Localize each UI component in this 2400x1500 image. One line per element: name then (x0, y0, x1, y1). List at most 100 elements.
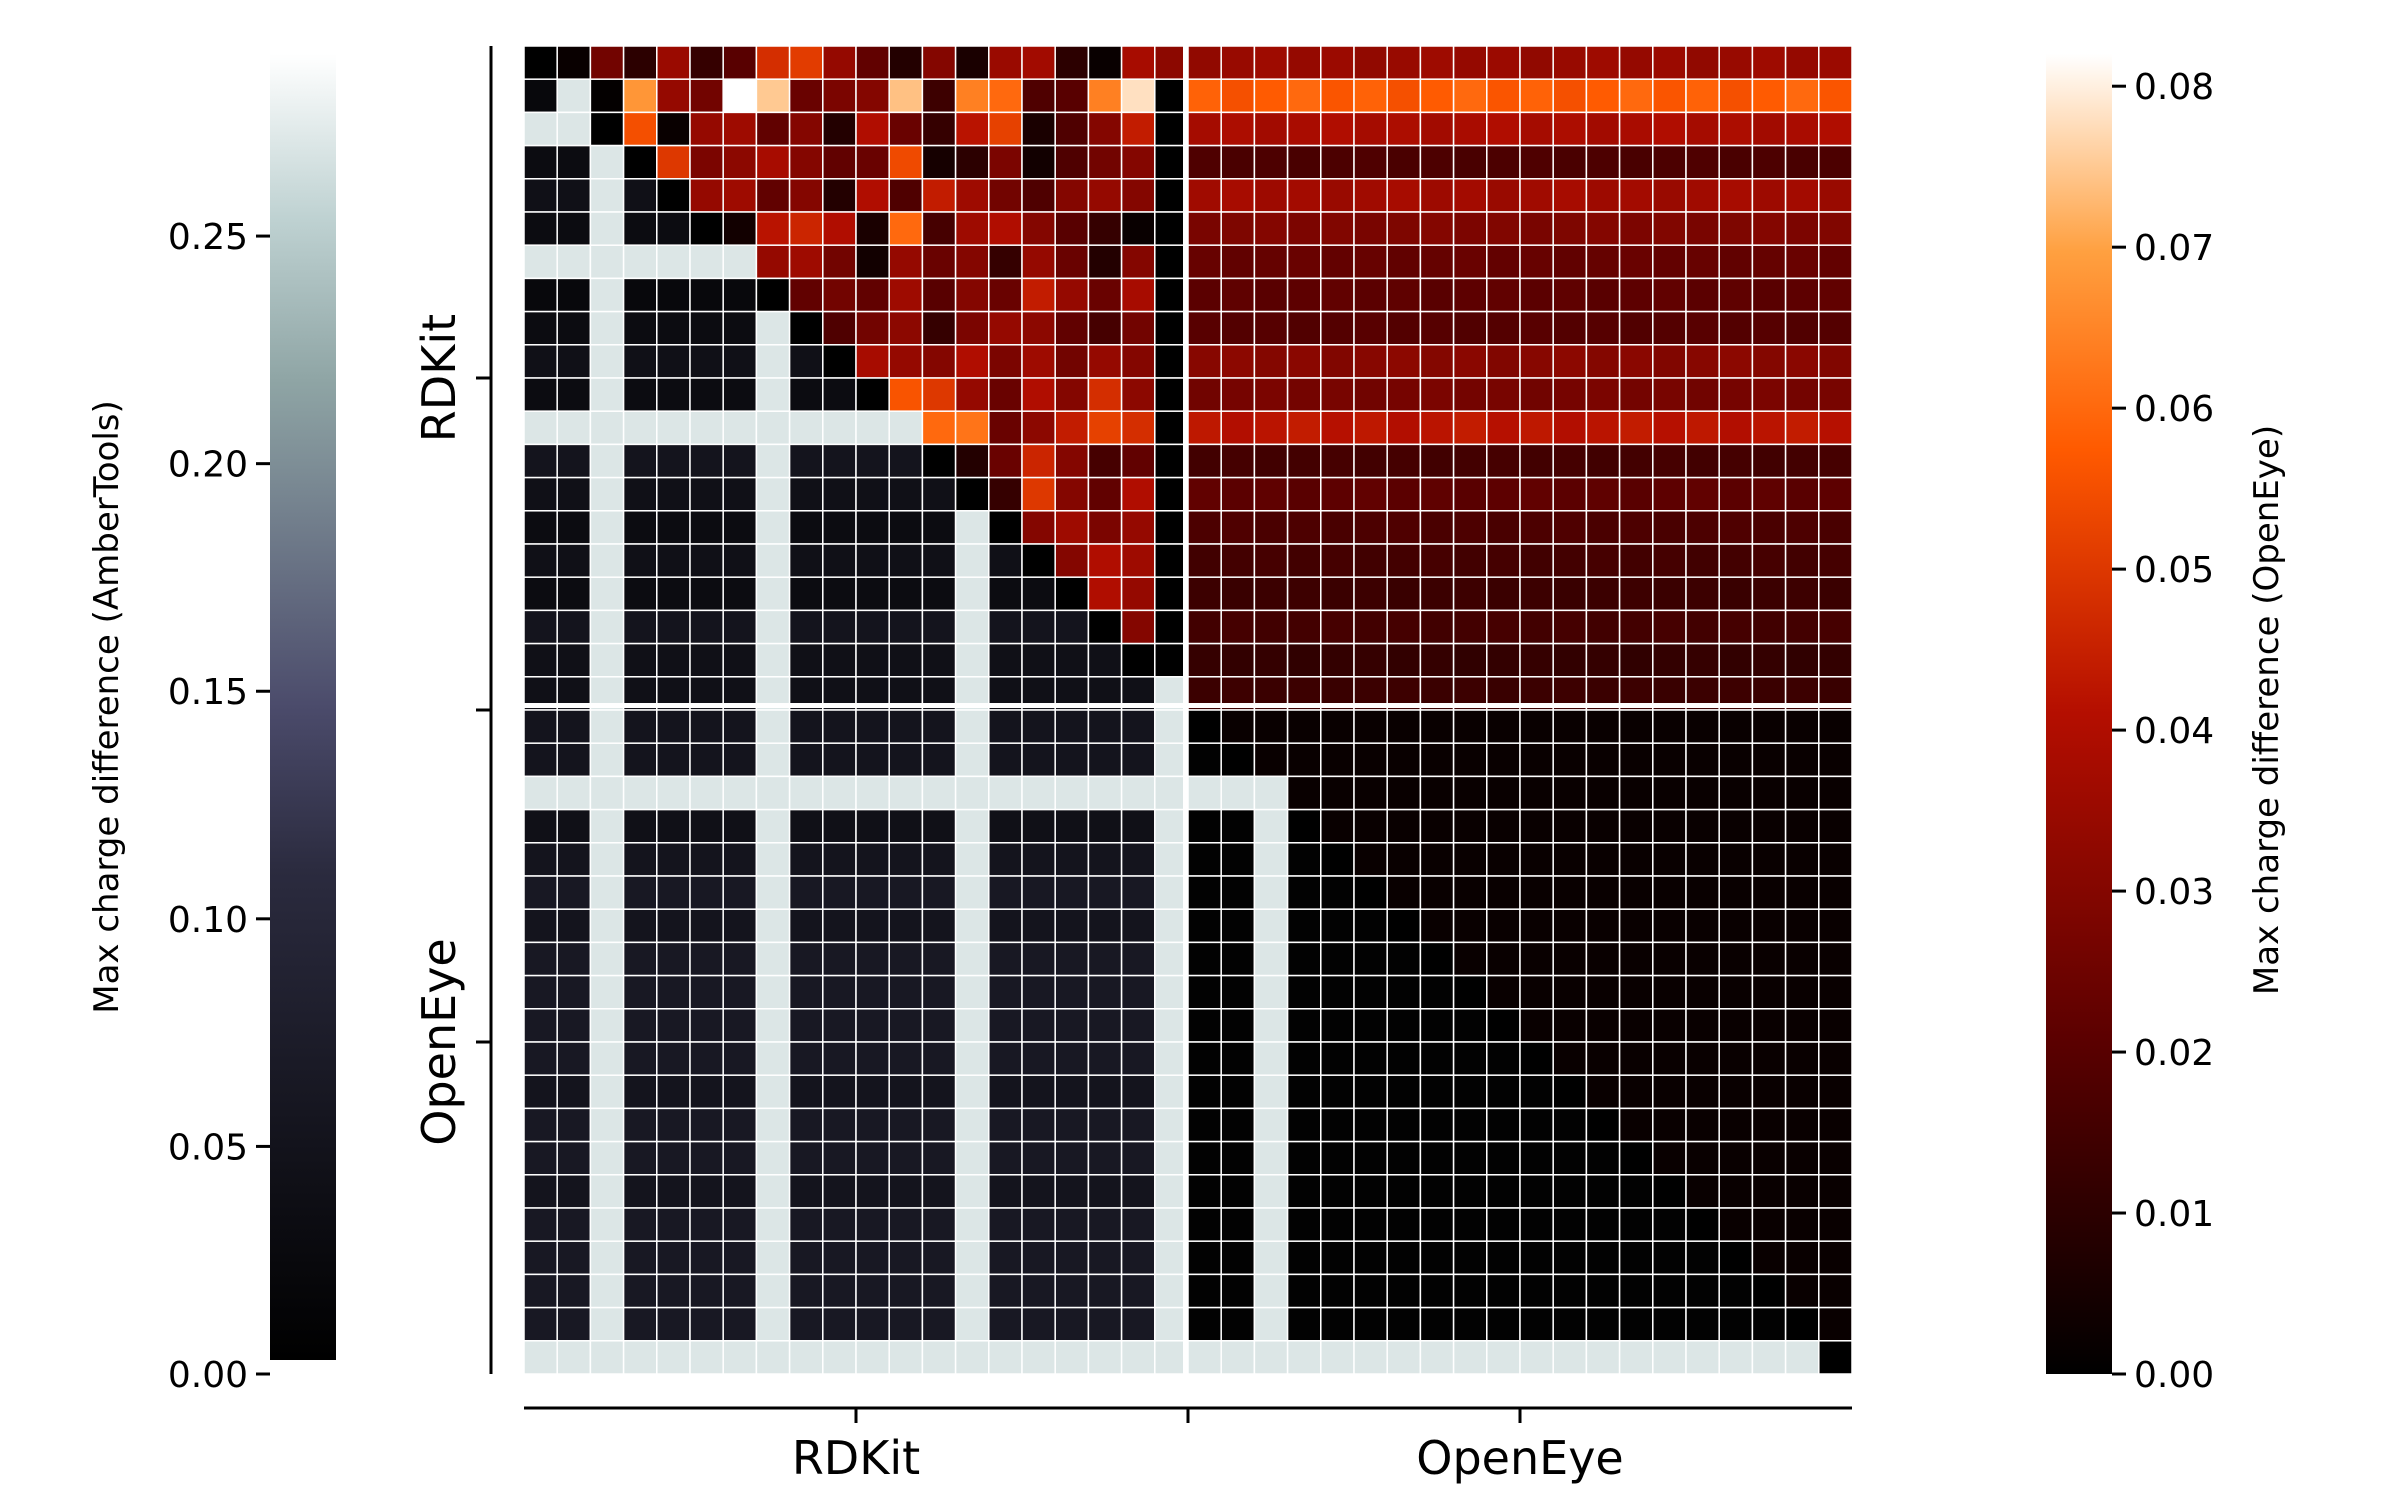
heatmap-cell (523, 1240, 558, 1276)
heatmap-cell (954, 808, 990, 844)
heatmap-cell (1452, 941, 1488, 977)
heatmap-cell (1220, 144, 1256, 180)
heatmap-cell (523, 642, 558, 678)
heatmap-cell (1419, 45, 1455, 80)
heatmap-cell (556, 642, 592, 678)
heatmap-cell (1652, 742, 1687, 778)
heatmap-cell (1220, 277, 1256, 313)
heatmap-cell (523, 543, 558, 578)
heatmap-cell (1286, 775, 1322, 811)
heatmap-cell (689, 875, 724, 910)
heatmap-cell (1784, 642, 1820, 678)
heatmap-cell (1519, 875, 1554, 910)
heatmap-cell (1585, 211, 1621, 246)
heatmap-cell (755, 1306, 791, 1342)
heatmap-cell (988, 1240, 1023, 1276)
heatmap-cell (1021, 1174, 1056, 1209)
heatmap-cell (1120, 476, 1156, 512)
heatmap-cell (1585, 344, 1621, 379)
heatmap-cell (1154, 1340, 1189, 1375)
heatmap-cell (788, 111, 824, 147)
heatmap-cell (1585, 111, 1621, 147)
heatmap-cell (1120, 443, 1156, 479)
heatmap-cell (589, 1306, 625, 1342)
heatmap-cell (589, 277, 625, 313)
heatmap-cell (656, 775, 691, 811)
heatmap-cell (1784, 211, 1820, 246)
heatmap-cell (1253, 642, 1289, 678)
heatmap-cell (589, 344, 625, 379)
heatmap-cell (656, 1140, 691, 1176)
heatmap-cell (921, 742, 957, 778)
heatmap-cell (1120, 178, 1156, 213)
heatmap-cell (1021, 377, 1056, 412)
heatmap-cell (1685, 1240, 1720, 1276)
heatmap-cell (1552, 1107, 1588, 1143)
heatmap-cell (822, 842, 857, 877)
heatmap-cell (589, 1008, 625, 1043)
heatmap-cell (1552, 875, 1588, 910)
heatmap-cell (1320, 742, 1355, 778)
heatmap-cell (1054, 310, 1090, 346)
heatmap-cell (1751, 111, 1787, 147)
heatmap-cell (855, 609, 890, 645)
heatmap-cell (921, 576, 957, 612)
heatmap-cell (622, 1041, 658, 1076)
heatmap-cell (656, 443, 691, 479)
heatmap-cell (589, 45, 625, 80)
heatmap-cell (1021, 211, 1056, 246)
heatmap-cell (1486, 244, 1521, 280)
heatmap-cell (1220, 344, 1256, 379)
heatmap-cell (1452, 111, 1488, 147)
heatmap-cell (1353, 78, 1388, 114)
heatmap-cell (656, 1008, 691, 1043)
heatmap-cell (1120, 1008, 1156, 1043)
heatmap-cell (1087, 875, 1123, 910)
heatmap-cell (1353, 576, 1388, 612)
heatmap-cell (1187, 709, 1222, 744)
heatmap-cell (1452, 410, 1488, 446)
heatmap-cell (1386, 576, 1422, 612)
heatmap-cell (855, 709, 890, 744)
heatmap-cell (822, 1174, 857, 1209)
heatmap-cell (1220, 808, 1256, 844)
heatmap-cell (1120, 709, 1156, 744)
heatmap-cell (1519, 244, 1554, 280)
heatmap-cell (921, 842, 957, 877)
heatmap-cell (1021, 908, 1056, 944)
heatmap-cell (1751, 842, 1787, 877)
heatmap-cell (1452, 709, 1488, 744)
heatmap-cell (1353, 244, 1388, 280)
heatmap-cell (855, 144, 890, 180)
heatmap-cell (1320, 1174, 1355, 1209)
heatmap-cell (1519, 1340, 1554, 1375)
heatmap-cell (1286, 1306, 1322, 1342)
heatmap-cell (722, 1240, 758, 1276)
heatmap-cell (954, 1074, 990, 1110)
heatmap-cell (722, 111, 758, 147)
heatmap-cell (1419, 543, 1455, 578)
heatmap-cell (1054, 178, 1090, 213)
heatmap-cell (523, 310, 558, 346)
heatmap-cell (1652, 1140, 1687, 1176)
heatmap-cell (1320, 277, 1355, 313)
heatmap-cell (1552, 377, 1588, 412)
heatmap-cell (1652, 875, 1687, 910)
heatmap-cell (755, 1041, 791, 1076)
heatmap-cell (1718, 974, 1754, 1010)
heatmap-cell (1452, 344, 1488, 379)
heatmap-cell (1286, 443, 1322, 479)
heatmap-cell (1320, 941, 1355, 977)
heatmap-cell (1021, 1140, 1056, 1176)
heatmap-cell (888, 510, 924, 545)
heatmap-cell (1286, 144, 1322, 180)
colorbar-tick-label: 0.00 (2134, 1355, 2214, 1396)
heatmap-cell (1021, 1074, 1056, 1110)
heatmap-cell (1419, 1107, 1455, 1143)
heatmap-cell (921, 78, 957, 114)
heatmap-cell (822, 377, 857, 412)
heatmap-cell (1685, 244, 1720, 280)
heatmap-cell (1386, 344, 1422, 379)
heatmap-cell (1220, 974, 1256, 1010)
heatmap-cell (1386, 742, 1422, 778)
